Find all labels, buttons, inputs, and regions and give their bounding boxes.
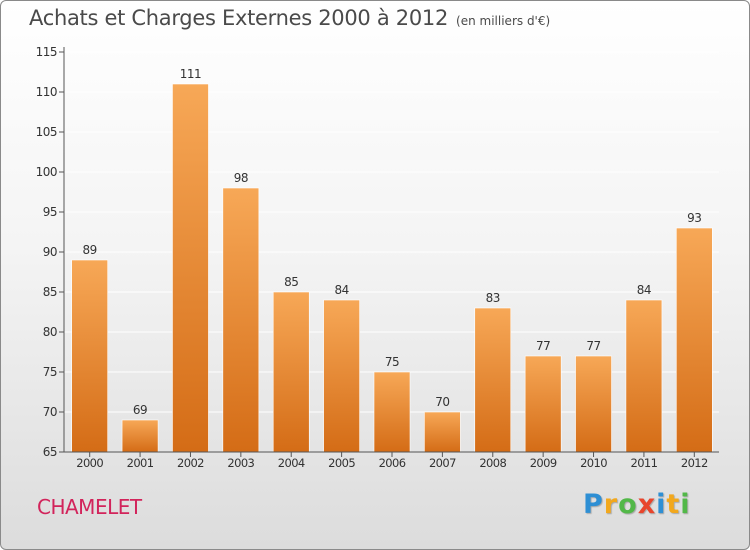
chart-title: Achats et Charges Externes 2000 à 2012 (e…: [29, 6, 550, 30]
bar: [323, 299, 360, 453]
data-label: 93: [687, 211, 701, 225]
data-label: 98: [234, 171, 248, 185]
y-tick-label: 75: [43, 365, 57, 379]
bars: [71, 83, 713, 453]
x-tick-label: 2011: [630, 456, 657, 470]
bar: [575, 355, 612, 453]
y-tick-label: 110: [36, 85, 57, 99]
proxiti-logo: Proxiti: [583, 489, 691, 523]
bar: [373, 371, 411, 453]
data-label: 77: [536, 339, 550, 353]
bar: [121, 419, 159, 453]
bar: [172, 83, 209, 453]
chart-title-text: Achats et Charges Externes 2000 à 2012: [29, 6, 449, 30]
x-tick-label: 2000: [76, 456, 103, 470]
data-label: 70: [435, 395, 449, 409]
x-tick-label: 2003: [227, 456, 254, 470]
bar: [272, 291, 310, 453]
data-label: 89: [83, 243, 97, 257]
x-tick-label: 2004: [278, 456, 305, 470]
bar: [474, 307, 512, 453]
place-name: CHAMELET: [37, 495, 142, 519]
data-label: 75: [385, 355, 399, 369]
bar: [676, 227, 713, 453]
x-tick-label: 2008: [479, 456, 506, 470]
data-label: 69: [133, 403, 147, 417]
logo-letter: i: [656, 489, 667, 520]
x-tick-label: 2012: [681, 456, 708, 470]
bar: [222, 187, 260, 453]
y-tick-label: 80: [43, 325, 57, 339]
y-axis: 65 70 75 80 85 90 95 100 105 110 115: [36, 45, 65, 459]
x-tick-label: 2009: [530, 456, 557, 470]
x-tick-label: 2006: [379, 456, 406, 470]
y-tick-label: 70: [43, 405, 57, 419]
bar: [71, 259, 108, 453]
bar: [424, 411, 461, 453]
data-label: 84: [637, 283, 651, 297]
x-tick-label: 2001: [127, 456, 154, 470]
y-tick-label: 90: [43, 245, 57, 259]
data-label: 84: [334, 283, 348, 297]
logo-letter: i: [680, 489, 691, 520]
y-tick-label: 65: [43, 445, 57, 459]
data-label: 83: [486, 291, 500, 305]
data-label: 111: [180, 67, 201, 81]
logo-letter: P: [583, 489, 604, 520]
x-tick-label: 2010: [580, 456, 607, 470]
logo-letter: o: [618, 489, 638, 520]
y-tick-label: 85: [43, 285, 57, 299]
x-tick-label: 2002: [177, 456, 204, 470]
x-tick-label: 2007: [429, 456, 456, 470]
data-label: 85: [284, 275, 298, 289]
bar: [625, 299, 663, 453]
y-tick-label: 105: [36, 125, 57, 139]
logo-letter: t: [666, 489, 681, 520]
y-tick-label: 95: [43, 205, 57, 219]
y-tick-label: 100: [36, 165, 57, 179]
data-label: 77: [586, 339, 600, 353]
x-tick-label: 2005: [328, 456, 355, 470]
bar: [524, 355, 562, 453]
logo-letter: x: [637, 489, 657, 520]
chart-unit-label: (en milliers d'€): [456, 14, 551, 28]
logo-letter: r: [603, 489, 619, 520]
x-axis: 2000 2001 2002 2003 2004 2005 2006 2007 2008 2009…: [64, 451, 719, 470]
y-tick-label: 115: [36, 45, 57, 59]
data-labels: 89 69 111 98 85 84 75 70 83 77 77 84 93: [83, 67, 702, 417]
